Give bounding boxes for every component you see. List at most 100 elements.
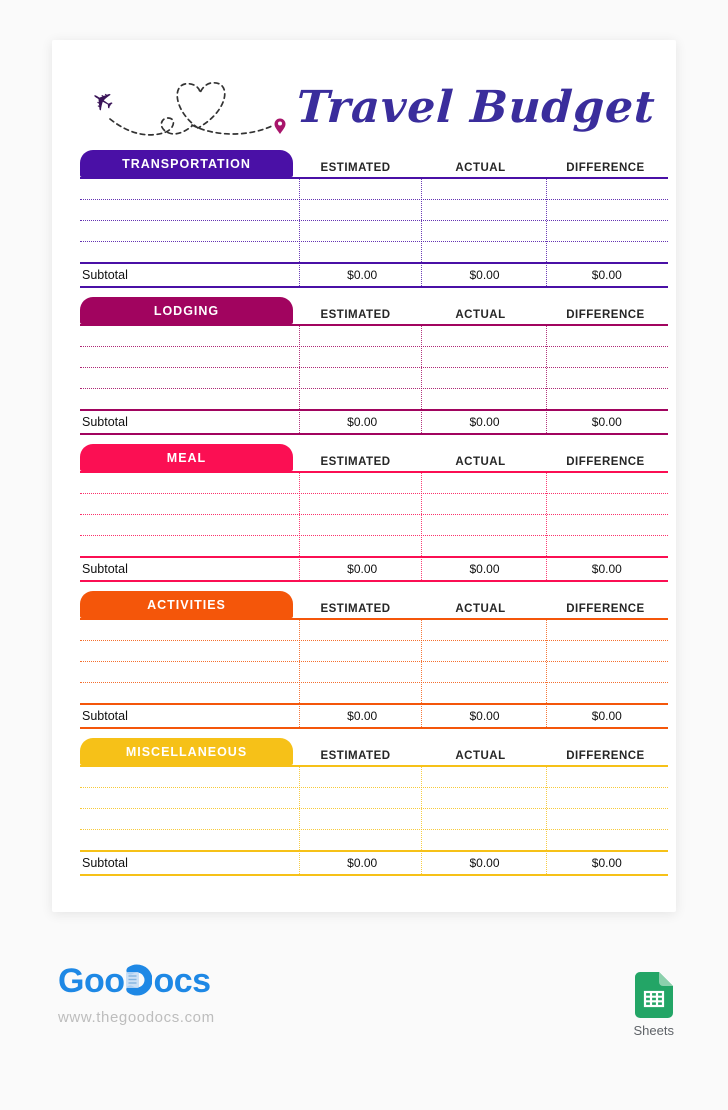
entry-row [80,389,668,409]
page-header: ✈ Travel Budget [80,70,668,144]
sheets-label: Sheets [633,1023,674,1038]
brand-block: Goo ocs www.thegoodocs.com [58,962,215,1026]
subtotal-value-difference: $0.00 [591,562,622,576]
entry-row [80,788,668,809]
subtotal-row: Subtotal $0.00 $0.00 $0.00 [80,556,668,582]
column-header-estimated: ESTIMATED [320,162,391,174]
google-sheets-icon [634,972,673,1018]
dashed-flight-path [109,82,275,136]
entry-row [80,662,668,683]
section-tab: ACTIVITIES [80,591,293,618]
column-header-estimated: ESTIMATED [320,309,391,321]
logo-text-suffix: ocs [153,962,211,1000]
entry-row [80,536,668,556]
subtotal-value-difference: $0.00 [591,268,622,282]
section-tab: LODGING [80,297,293,324]
column-header-difference: DIFFERENCE [566,750,645,762]
subtotal-value-estimated: $0.00 [347,856,378,870]
budget-section: TRANSPORTATION ESTIMATED ACTUAL DIFFEREN… [80,150,668,288]
entry-row [80,347,668,368]
subtotal-value-estimated: $0.00 [347,268,378,282]
airplane-doodle: ✈ [85,82,286,136]
section-tab-label: ACTIVITIES [147,597,226,612]
entry-row [80,620,668,641]
goodocs-logo[interactable]: Goo ocs [58,962,215,1000]
column-divider [545,179,547,288]
entry-row [80,494,668,515]
entry-rows [80,767,668,850]
column-header-actual: ACTUAL [455,750,506,762]
column-divider [545,620,547,729]
subtotal-label: Subtotal [82,562,128,576]
column-header-actual: ACTUAL [455,309,506,321]
subtotal-value-estimated: $0.00 [347,709,378,723]
subtotal-label: Subtotal [82,415,128,429]
column-divider [420,326,422,435]
subtotal-value-difference: $0.00 [591,415,622,429]
subtotal-row: Subtotal $0.00 $0.00 $0.00 [80,703,668,729]
section-header-row: LODGING ESTIMATED ACTUAL DIFFERENCE [80,297,668,324]
entry-rows [80,473,668,556]
column-divider [298,326,300,435]
column-divider [420,620,422,729]
subtotal-value-estimated: $0.00 [347,562,378,576]
subtotal-label: Subtotal [82,709,128,723]
subtotal-value-actual: $0.00 [469,415,500,429]
section-tab-label: TRANSPORTATION [122,156,251,171]
airplane-icon: ✈ [85,83,120,120]
column-header-difference: DIFFERENCE [566,456,645,468]
subtotal-value-actual: $0.00 [469,268,500,282]
website-link[interactable]: www.thegoodocs.com [58,1009,215,1026]
column-header-estimated: ESTIMATED [320,750,391,762]
section-table: Subtotal $0.00 $0.00 $0.00 [80,765,668,876]
column-divider [545,767,547,876]
logo-text-prefix: Goo [58,962,125,1000]
budget-section: LODGING ESTIMATED ACTUAL DIFFERENCE Subt… [80,297,668,435]
entry-row [80,473,668,494]
google-sheets-badge[interactable]: Sheets [634,972,674,1038]
page-footer: Goo ocs www.thegoodocs.com [0,962,728,1038]
entry-row [80,809,668,830]
section-tab: MISCELLANEOUS [80,738,293,765]
section-tab-label: LODGING [153,303,220,318]
column-divider [545,473,547,582]
entry-row [80,683,668,703]
goodocs-d-icon [126,964,153,996]
entry-rows [80,620,668,703]
entry-row [80,515,668,536]
budget-section: ACTIVITIES ESTIMATED ACTUAL DIFFERENCE S… [80,591,668,729]
section-table: Subtotal $0.00 $0.00 $0.00 [80,324,668,435]
entry-row [80,242,668,262]
subtotal-row: Subtotal $0.00 $0.00 $0.00 [80,262,668,288]
entry-row [80,767,668,788]
page-title: Travel Budget [295,81,657,133]
entry-row [80,200,668,221]
entry-row [80,641,668,662]
section-header-row: TRANSPORTATION ESTIMATED ACTUAL DIFFEREN… [80,150,668,177]
column-header-actual: ACTUAL [455,456,506,468]
subtotal-value-difference: $0.00 [591,709,622,723]
column-divider [420,473,422,582]
entry-row [80,326,668,347]
section-header-row: MEAL ESTIMATED ACTUAL DIFFERENCE [80,444,668,471]
subtotal-label: Subtotal [82,268,128,282]
column-header-difference: DIFFERENCE [566,162,645,174]
section-tab: MEAL [80,444,293,471]
budget-section: MISCELLANEOUS ESTIMATED ACTUAL DIFFERENC… [80,738,668,876]
section-header-row: MISCELLANEOUS ESTIMATED ACTUAL DIFFERENC… [80,738,668,765]
column-divider [420,767,422,876]
budget-sections: TRANSPORTATION ESTIMATED ACTUAL DIFFEREN… [80,150,668,876]
column-divider [545,326,547,435]
budget-section: MEAL ESTIMATED ACTUAL DIFFERENCE Subtota… [80,444,668,582]
column-header-actual: ACTUAL [455,603,506,615]
entry-row [80,179,668,200]
heart-flight-path [176,82,226,130]
entry-row [80,368,668,389]
location-pin-icon [274,118,286,134]
column-divider [298,473,300,582]
subtotal-row: Subtotal $0.00 $0.00 $0.00 [80,409,668,435]
entry-rows [80,326,668,409]
document-page: ✈ Travel Budget TRANSPORTATION ESTIMATED… [52,40,676,912]
section-tab-label: MEAL [166,450,207,465]
column-header-actual: ACTUAL [455,162,506,174]
